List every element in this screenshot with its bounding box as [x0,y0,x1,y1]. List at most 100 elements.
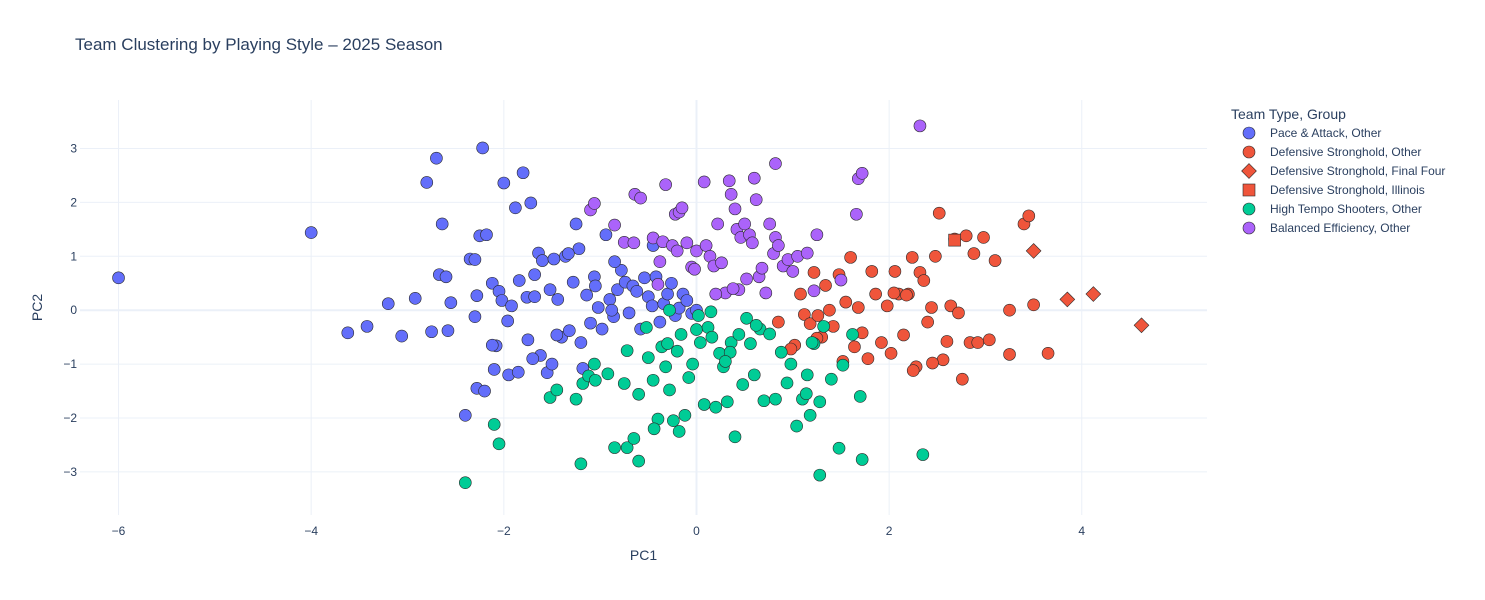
data-point [651,278,665,291]
data-point [509,201,522,215]
data-point [690,323,703,336]
x-tick-label: −2 [497,524,511,538]
x-axis-ticks: −6 −4 −2 0 2 4 [112,524,1086,538]
data-point [736,378,750,391]
data-point [948,233,961,247]
data-point [659,178,672,191]
legend-item[interactable]: Defensive Stronghold, Final Four [1241,163,1446,179]
data-point [580,288,593,302]
data-point [528,268,541,281]
chart-title: Team Clustering by Playing Style – 2025 … [75,35,443,54]
data-point [470,289,484,302]
data-point [956,372,969,386]
data-point [682,371,696,384]
series-defensive-stronghold-other [772,206,1055,386]
data-point [595,322,609,336]
data-point [572,242,586,256]
y-axis-ticks: −3 −2 −1 0 1 2 3 [63,142,77,479]
data-point [719,355,732,368]
data-point [526,352,540,366]
legend-item[interactable]: Defensive Stronghold, Illinois [1242,183,1425,197]
data-points [112,119,1150,489]
data-point [861,352,875,366]
data-point [1003,303,1016,317]
data-point [740,272,753,286]
data-point [516,166,530,180]
data-point [547,252,561,266]
legend-item[interactable]: Pace & Attack, Other [1242,126,1381,140]
data-point [798,308,811,321]
legend-label: Balanced Efficiency, Other [1270,221,1410,235]
data-point [810,228,824,242]
data-point [591,301,605,314]
legend-item[interactable]: Defensive Stronghold, Other [1242,145,1421,159]
data-point [732,328,746,341]
data-point [749,318,763,332]
data-point [900,288,913,302]
legend-label: Defensive Stronghold, Illinois [1270,183,1425,197]
data-point [825,372,838,386]
legend-label: Defensive Stronghold, Other [1270,145,1421,159]
data-point [759,286,773,300]
data-point [601,367,615,381]
data-point [850,207,863,221]
data-point [726,282,740,295]
data-point [925,301,938,314]
legend-marker [1242,221,1256,235]
data-point [550,383,564,397]
data-point [1133,317,1150,334]
legend-marker [1242,202,1256,216]
data-point [485,276,499,290]
data-point [800,368,814,382]
data-point [699,239,713,252]
legend-title: Team Type, Group [1231,106,1346,122]
data-point [1041,347,1055,360]
data-point [420,176,434,189]
legend-item[interactable]: Balanced Efficiency, Other [1242,221,1410,235]
data-point [589,279,602,293]
data-point [906,364,920,377]
data-point [680,294,694,307]
data-point [584,316,597,330]
legend-item[interactable]: High Tempo Shooters, Other [1242,202,1422,216]
data-point [381,297,395,311]
data-point [645,299,659,313]
series-defensive-stronghold-illinois [948,233,961,247]
data-point [983,333,996,347]
data-point [786,265,800,278]
data-point [563,324,576,337]
data-point [112,271,125,285]
y-tick-label: −2 [63,411,77,425]
legend[interactable]: Team Type, Group Pace & Attack, Other Def… [1231,106,1445,235]
data-point [805,336,819,349]
data-point [620,441,634,454]
data-point [932,206,946,220]
data-point [458,408,472,422]
data-point [688,262,701,276]
data-point [638,271,651,285]
data-point [678,408,692,422]
data-point [711,217,724,231]
data-point [709,287,723,301]
x-tick-label: 4 [1078,524,1085,538]
data-point [1025,243,1042,259]
data-point [692,309,705,322]
data-point [690,244,703,258]
data-point [574,457,588,471]
data-point [697,398,711,411]
data-point [772,315,785,329]
data-point [913,119,927,133]
data-point [487,418,501,431]
data-point [794,287,807,301]
data-point [663,303,676,317]
data-point [430,151,443,165]
data-point [395,329,409,343]
data-point [917,274,931,287]
data-point [971,336,985,349]
legend-marker [1242,183,1256,197]
data-point [813,395,827,409]
data-point [492,437,506,451]
legend-items[interactable]: Pace & Attack, Other Defensive Stronghold… [1241,126,1446,235]
data-point [887,286,901,300]
data-point [304,226,318,239]
